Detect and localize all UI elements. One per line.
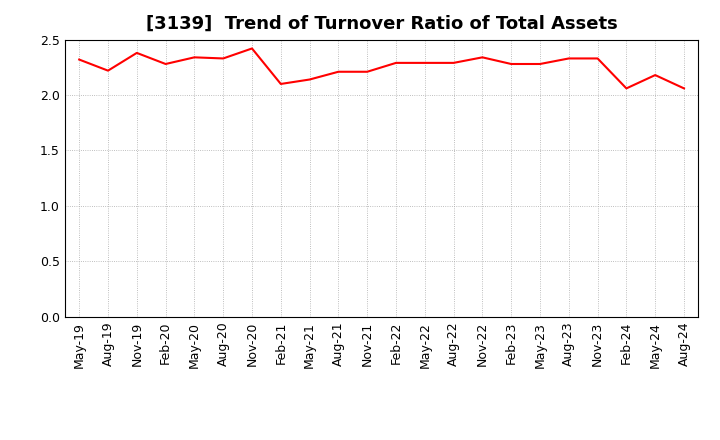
Title: [3139]  Trend of Turnover Ratio of Total Assets: [3139] Trend of Turnover Ratio of Total …: [145, 15, 618, 33]
